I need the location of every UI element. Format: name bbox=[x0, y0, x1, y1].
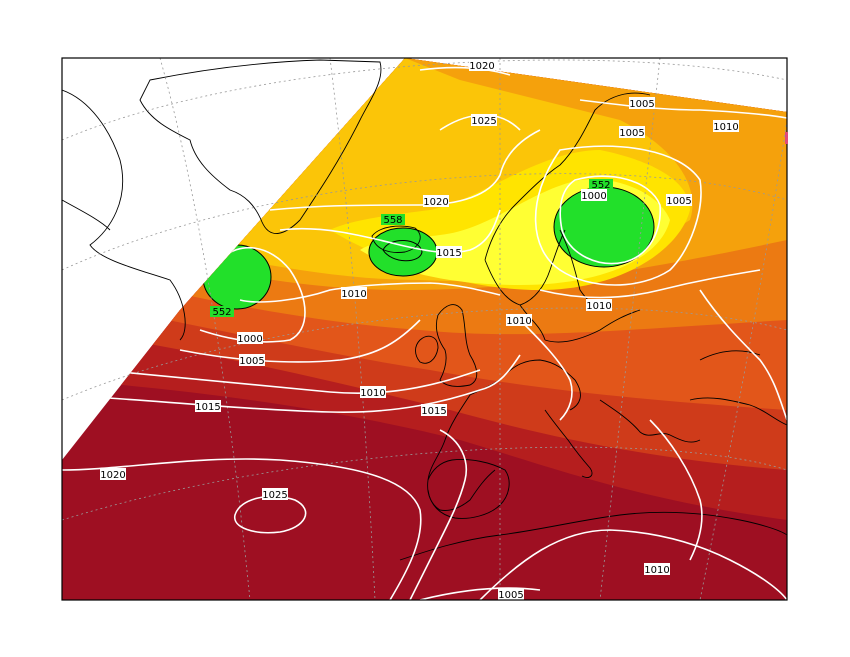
svg-text:1000: 1000 bbox=[581, 191, 606, 202]
svg-text:1005: 1005 bbox=[629, 99, 654, 110]
svg-text:1025: 1025 bbox=[262, 490, 287, 501]
isobar-label: 1005 bbox=[666, 194, 692, 207]
coast-italy bbox=[544, 409, 593, 478]
isobar-1015-east bbox=[649, 419, 703, 561]
isobar-label: 1000 bbox=[581, 189, 607, 202]
isobar-label: 1005 bbox=[629, 97, 655, 110]
svg-text:558: 558 bbox=[383, 215, 402, 226]
coast-iceland bbox=[371, 225, 421, 253]
graticule-parallel-1 bbox=[62, 59, 787, 141]
isobar-1010-ne bbox=[539, 269, 761, 299]
svg-text:1005: 1005 bbox=[239, 356, 264, 367]
isobar-label: 1015 bbox=[421, 404, 447, 417]
svg-text:1020: 1020 bbox=[469, 61, 494, 72]
isobar-label: 1005 bbox=[239, 354, 265, 367]
isobars bbox=[62, 66, 787, 600]
isobar-1010-south bbox=[479, 529, 787, 600]
svg-text:1010: 1010 bbox=[341, 289, 366, 300]
coast-turkey bbox=[689, 350, 787, 426]
isobar-label: 1025 bbox=[471, 114, 497, 127]
coast-africa bbox=[399, 511, 787, 561]
coast-balkans bbox=[599, 399, 701, 443]
isobar-1025-south bbox=[234, 495, 307, 534]
isobar-label: 1025 bbox=[262, 488, 288, 501]
isobar-1020-north bbox=[269, 129, 541, 211]
svg-text:1010: 1010 bbox=[506, 316, 531, 327]
svg-text:1005: 1005 bbox=[666, 196, 691, 207]
coast-britain bbox=[435, 304, 478, 387]
svg-text:1010: 1010 bbox=[644, 565, 669, 576]
isobar-label: 552 bbox=[210, 306, 234, 318]
isobar-label: 1005 bbox=[619, 126, 645, 139]
graticule-meridian-1 bbox=[159, 58, 251, 600]
svg-text:1005: 1005 bbox=[498, 590, 523, 601]
svg-text:1005: 1005 bbox=[619, 128, 644, 139]
isobar-label: 1015 bbox=[195, 400, 221, 413]
isobar-1015-north bbox=[279, 209, 501, 254]
graticule-parallel-2 bbox=[62, 173, 787, 271]
isobar-1005-south bbox=[419, 587, 541, 600]
right-edge-marker bbox=[785, 132, 788, 144]
graticule-meridian-4 bbox=[599, 58, 661, 600]
isobar-label: 1020 bbox=[469, 59, 495, 72]
coast-canada bbox=[62, 89, 186, 341]
low-core-atlantic bbox=[382, 240, 423, 262]
isobar-1015-europe bbox=[409, 429, 467, 600]
svg-text:1015: 1015 bbox=[436, 248, 461, 259]
svg-text:1010: 1010 bbox=[713, 122, 738, 133]
svg-text:552: 552 bbox=[591, 180, 610, 191]
isobar-label: 1010 bbox=[506, 314, 532, 327]
map-border bbox=[61, 57, 788, 601]
isobar-1010-mid bbox=[99, 369, 481, 394]
isobar-1020-south bbox=[62, 458, 422, 600]
graticule-meridian-2 bbox=[329, 58, 376, 600]
graticule bbox=[62, 58, 787, 600]
isobar-1010-west bbox=[239, 282, 501, 303]
coast-greenland bbox=[139, 59, 382, 234]
isobar-1005-ne bbox=[579, 99, 787, 119]
svg-text:1015: 1015 bbox=[421, 406, 446, 417]
svg-text:1020: 1020 bbox=[100, 470, 125, 481]
svg-text:1025: 1025 bbox=[471, 116, 496, 127]
isobar-label: 1010 bbox=[586, 299, 612, 312]
isobar-label: 1015 bbox=[436, 246, 462, 259]
svg-text:1010: 1010 bbox=[586, 301, 611, 312]
isobar-label: 552 bbox=[589, 179, 613, 191]
isobar-1005-west bbox=[179, 319, 421, 363]
isobar-label: 1010 bbox=[341, 287, 367, 300]
isobar-label: 1020 bbox=[423, 195, 449, 208]
coast-ireland bbox=[415, 335, 439, 364]
svg-text:1000: 1000 bbox=[237, 334, 262, 345]
isobar-label: 1010 bbox=[644, 563, 670, 576]
isobar-labels: 1020 1025 1005 1005 1010 552 1000 1005 1… bbox=[100, 59, 739, 601]
svg-text:552: 552 bbox=[212, 307, 231, 318]
isobar-1010-europe bbox=[519, 319, 573, 421]
isobar-label: 1020 bbox=[100, 468, 126, 481]
isobar-label: 1010 bbox=[360, 386, 386, 399]
isobar-label: 1005 bbox=[498, 588, 524, 601]
svg-text:1010: 1010 bbox=[360, 388, 385, 399]
isobar-1020-top bbox=[419, 66, 511, 76]
isobar-1010-east bbox=[699, 289, 787, 421]
isobar-label: 558 bbox=[381, 214, 405, 226]
svg-text:1020: 1020 bbox=[423, 197, 448, 208]
isobar-label: 1010 bbox=[713, 120, 739, 133]
isobar-label: 1000 bbox=[237, 332, 263, 345]
isobar-1005-ring bbox=[534, 145, 702, 286]
graticule-parallel-4 bbox=[62, 446, 787, 521]
isobar-1000-ring bbox=[559, 175, 661, 265]
coast-scandinavia bbox=[484, 92, 651, 341]
isobar-1015-mid bbox=[62, 354, 521, 413]
svg-text:1015: 1015 bbox=[195, 402, 220, 413]
